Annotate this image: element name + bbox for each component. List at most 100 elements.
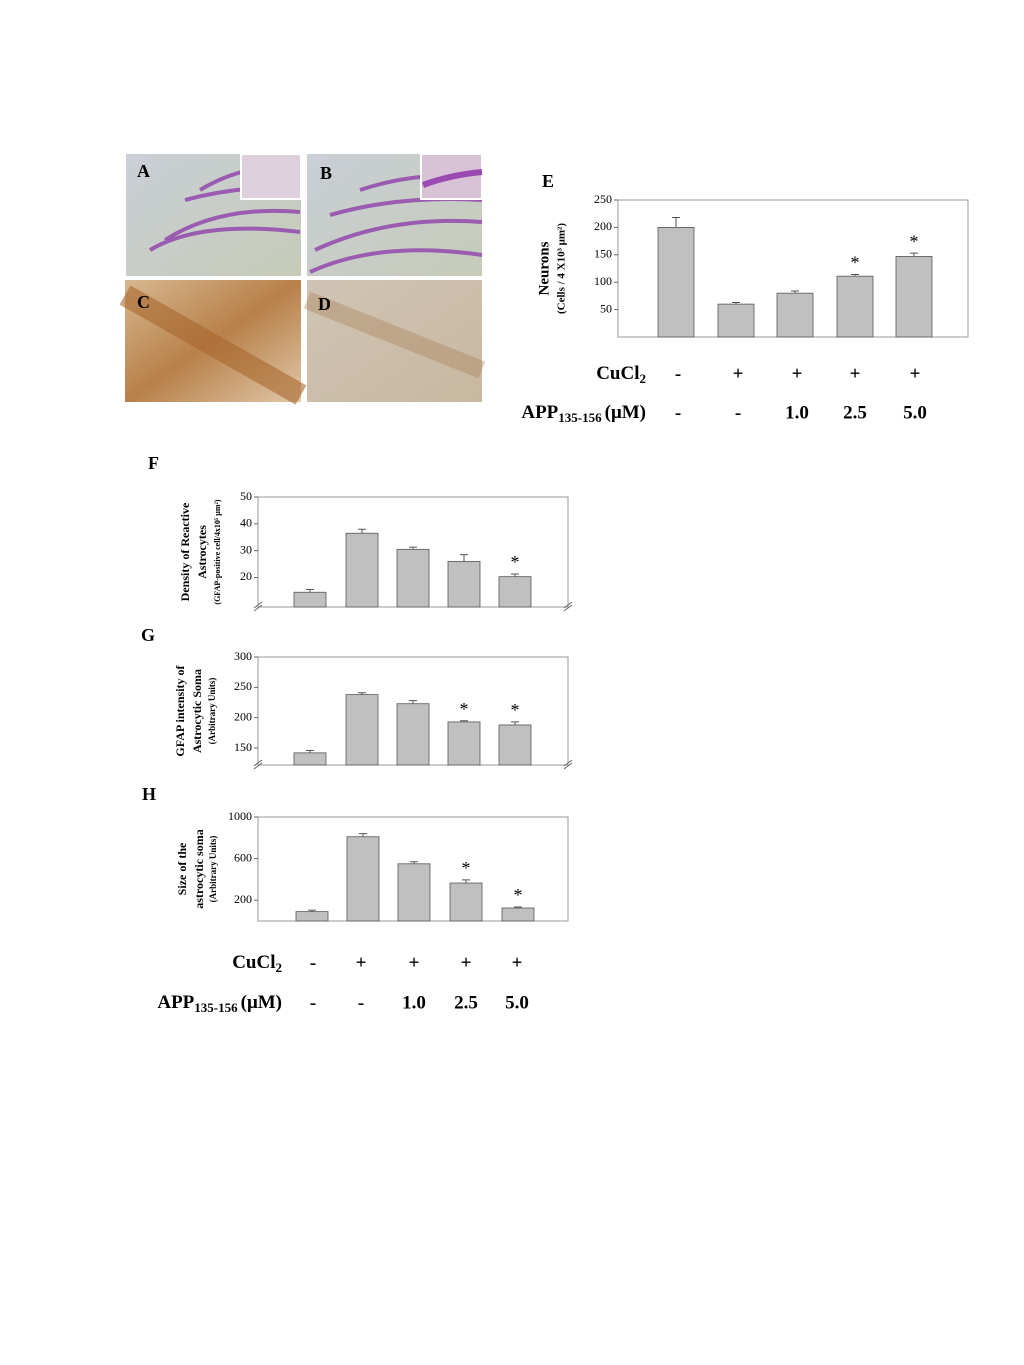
micrograph-c (119, 280, 307, 405)
error-bar (732, 301, 740, 305)
error-bar (462, 879, 470, 884)
treatment-value: 1.0 (785, 402, 809, 423)
error-bar (460, 554, 468, 562)
y-axis-label: Density of Reactive (178, 502, 192, 601)
y-axis-label: (Arbitrary Units) (207, 678, 217, 745)
error-bar (358, 528, 366, 534)
y-axis-label: (GFAP-positive cell/4x10⁵ μm²) (213, 499, 222, 604)
y-tick-label: 50 (240, 489, 252, 503)
treatment-value: 1.0 (402, 992, 426, 1013)
treatment-label: APP135-156 (μM) (157, 992, 282, 1015)
bar (717, 303, 755, 338)
treatment-value: + (850, 363, 861, 384)
treatment-subscript: 135-156 (194, 1000, 238, 1015)
panel-label: H (142, 784, 156, 804)
treatment-value: + (461, 952, 472, 973)
y-axis-label: Astrocytic Soma (190, 669, 204, 753)
y-axis-label: GFAP intensity of (173, 664, 187, 756)
error-bar (409, 700, 417, 704)
error-bar (851, 274, 859, 277)
bar (498, 576, 532, 608)
bar (397, 863, 431, 922)
y-tick-label: 20 (240, 569, 252, 583)
significance-mark: * (514, 885, 523, 905)
error-bar (791, 290, 799, 294)
bar (293, 752, 327, 766)
y-tick-label: 150 (594, 247, 612, 261)
bar (346, 836, 380, 922)
error-bar (308, 909, 316, 912)
y-axis-label: Size of the (175, 842, 189, 895)
treatment-value: + (512, 952, 523, 973)
treatment-value: + (733, 363, 744, 384)
axis-break (563, 759, 573, 770)
panel-label: E (542, 171, 554, 191)
treatment-value: - (675, 402, 681, 423)
bar (836, 275, 874, 338)
significance-mark: * (851, 253, 860, 273)
axis-break (253, 759, 263, 770)
micrograph-b (307, 153, 483, 276)
treatment-subscript: 135-156 (558, 410, 602, 425)
y-tick-label: 600 (234, 850, 252, 864)
error-bar (511, 573, 519, 577)
y-tick-label: 150 (234, 740, 252, 754)
bar (447, 721, 481, 766)
y-tick-label: 200 (234, 709, 252, 723)
treatment-value: - (735, 402, 741, 423)
treatment-subscript: 2 (276, 960, 283, 975)
error-bar (672, 217, 680, 228)
error-bar (359, 833, 367, 837)
significance-mark: * (462, 858, 471, 878)
treatment-value: - (358, 992, 364, 1013)
treatment-label: CuCl2 (596, 363, 646, 386)
y-tick-label: 200 (594, 219, 612, 233)
y-axis-label: (Cells / 4 X10³ μm²) (556, 223, 568, 314)
panel-label: C (137, 292, 150, 312)
y-tick-label: 300 (234, 649, 252, 663)
significance-mark: * (511, 700, 520, 720)
y-axis-label: Astrocytes (195, 525, 209, 579)
y-tick-label: 30 (240, 542, 252, 556)
treatment-value: + (356, 952, 367, 973)
treatment-label: CuCl2 (232, 952, 282, 975)
bar (396, 703, 430, 766)
y-axis-label: (Arbitrary Units) (208, 836, 218, 903)
error-bar (409, 546, 417, 550)
treatment-label: APP135-156 (μM) (521, 402, 646, 425)
error-bar (306, 589, 314, 593)
y-tick-label: 250 (594, 192, 612, 206)
error-bar (460, 720, 468, 722)
error-bar (514, 906, 522, 908)
bar (295, 911, 329, 922)
bar (657, 226, 695, 338)
treatment-subscript: 2 (640, 371, 647, 386)
significance-mark: * (460, 699, 469, 719)
treatment-value: 2.5 (843, 402, 867, 423)
micrograph-d (303, 280, 486, 402)
error-bar (910, 252, 918, 257)
y-axis-label: astrocytic soma (192, 829, 206, 908)
y-tick-label: 40 (240, 516, 252, 530)
treatment-name: CuCl (596, 363, 639, 384)
y-tick-label: 100 (594, 274, 612, 288)
error-bar (410, 861, 418, 864)
treatment-value: + (910, 363, 921, 384)
treatment-value: + (409, 952, 420, 973)
panel-label: A (137, 161, 150, 181)
error-bar (358, 692, 366, 695)
bar (447, 560, 481, 608)
y-axis-label: Neurons (536, 241, 552, 295)
bar (345, 694, 379, 766)
treatment-value: 5.0 (505, 992, 529, 1013)
panel-label: F (148, 453, 159, 473)
panel-label: B (320, 163, 332, 183)
bar (776, 292, 814, 338)
y-tick-label: 250 (234, 679, 252, 693)
treatment-name: APP (521, 402, 558, 423)
y-tick-label: 200 (234, 892, 252, 906)
treatment-unit: (μM) (605, 402, 646, 423)
axis-break (253, 601, 263, 612)
bar (501, 907, 535, 922)
